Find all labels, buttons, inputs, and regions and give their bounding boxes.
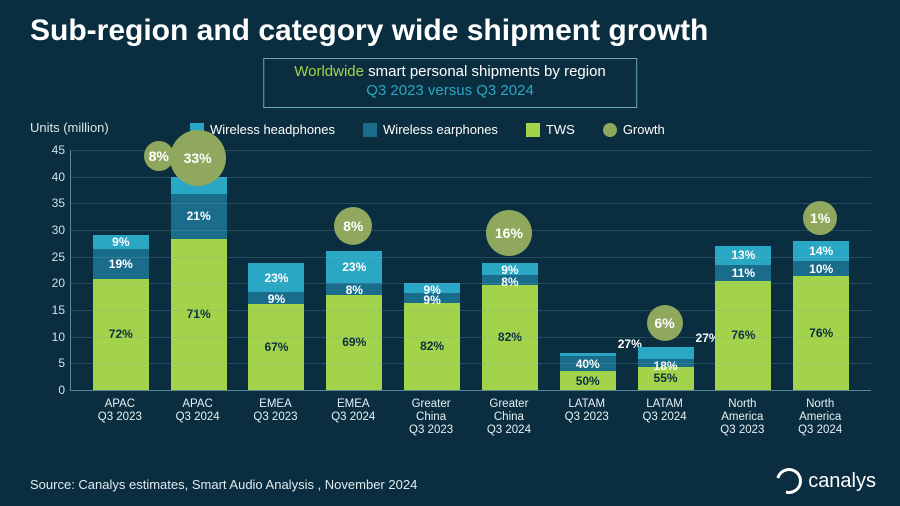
gridline [71,257,871,258]
bar-segment-hp: 9% [404,283,460,293]
legend-label: TWS [546,122,575,137]
bar-segment-ear: 11% [715,265,771,281]
x-tick-label: APACQ3 2024 [158,398,238,424]
y-tick-label: 40 [25,170,65,184]
x-tick-label: GreaterChinaQ3 2023 [391,398,471,438]
x-tick-label: LATAMQ3 2024 [625,398,705,424]
plot-area: 72%19%9%71%21%67%9%23%69%8%23%82%9%9%82%… [70,150,871,391]
legend-label: Wireless earphones [383,122,498,137]
bar-segment-hp: 9% [93,235,149,249]
legend-swatch [526,123,540,137]
bar-segment-hp: 23% [248,263,304,292]
canalys-logo: canalys [776,468,876,494]
logo-mark-icon [771,463,807,499]
x-tick-label: EMEAQ3 2024 [313,398,393,424]
segment-label: 9% [248,292,304,306]
y-tick-label: 20 [25,276,65,290]
subtitle-box: Worldwide smart personal shipments by re… [263,58,637,108]
y-tick-label: 25 [25,250,65,264]
x-tick-label: GreaterChinaQ3 2024 [469,398,549,438]
bar-segment-tws: 67% [248,304,304,390]
bar-segment-ear: 19% [93,249,149,278]
legend-label: Growth [623,122,665,137]
y-tick-label: 15 [25,303,65,317]
legend: Wireless headphones Wireless earphones TWS… [190,122,665,137]
segment-label: 21% [171,209,227,223]
y-axis-label: Units (million) [30,120,109,135]
segment-label: 76% [715,328,771,342]
bar-segment-hp: 13% [715,246,771,265]
segment-label: 72% [93,327,149,341]
segment-label: 9% [482,263,538,277]
segment-label: 13% [715,248,771,262]
segment-label: 18% [638,359,694,373]
bar-segment-ear: 10% [793,261,849,276]
bar-segment-tws: 71% [171,239,227,390]
gridline [71,230,871,231]
y-tick-label: 35 [25,196,65,210]
segment-label: 55% [638,371,694,385]
y-tick-label: 30 [25,223,65,237]
gridline [71,203,871,204]
growth-bubble: 16% [486,210,532,256]
growth-bubble: 33% [170,130,226,186]
gridline [71,337,871,338]
bar-segment-hp: 27% [560,353,616,357]
segment-label: 82% [404,339,460,353]
growth-bubble: 6% [647,305,683,341]
legend-label: Wireless headphones [210,122,335,137]
segment-label: 10% [793,262,849,276]
legend-item: Wireless earphones [363,122,498,137]
bar-segment-tws: 72% [93,279,149,390]
gridline [71,283,871,284]
bar-segment-ear: 9% [248,292,304,304]
segment-label: 50% [560,374,616,388]
legend-item: TWS [526,122,575,137]
legend-item: Growth [603,122,665,137]
segment-label: 23% [326,260,382,274]
logo-text: canalys [808,470,876,493]
gridline [71,310,871,311]
bar-segment-tws: 69% [326,295,382,390]
bar-segment-tws: 50% [560,371,616,390]
segment-label: 8% [326,283,382,297]
segment-label: 11% [715,266,771,280]
bars-layer: 72%19%9%71%21%67%9%23%69%8%23%82%9%9%82%… [71,150,871,390]
bar-segment-hp: 14% [793,241,849,262]
y-tick-label: 0 [25,383,65,397]
segment-label: 19% [93,257,149,271]
legend-swatch [363,123,377,137]
x-tick-label: NorthAmericaQ3 2023 [702,398,782,438]
segment-label: 67% [248,340,304,354]
subtitle-rest: smart personal shipments by region [364,63,606,80]
x-tick-label: LATAMQ3 2023 [547,398,627,424]
subtitle-line2: Q3 2023 versus Q3 2024 [294,82,606,101]
segment-label: 76% [793,326,849,340]
chart: 72%19%9%71%21%67%9%23%69%8%23%82%9%9%82%… [70,150,870,410]
bar-segment-tws: 76% [715,281,771,390]
segment-label: 9% [93,235,149,249]
bar-segment-tws: 76% [793,276,849,390]
bar-segment-ear: 8% [326,283,382,294]
bar-segment-hp: 27% [638,347,694,359]
subtitle-highlight: Worldwide [294,63,364,80]
y-tick-label: 5 [25,356,65,370]
growth-bubble: 1% [803,201,837,235]
source-text: Source: Canalys estimates, Smart Audio A… [30,477,417,492]
y-tick-label: 45 [25,143,65,157]
gridline [71,363,871,364]
bar-segment-tws: 82% [404,303,460,390]
x-tick-label: NorthAmericaQ3 2024 [780,398,860,438]
bar-segment-ear: 21% [171,194,227,239]
x-tick-label: APACQ3 2023 [80,398,160,424]
bar-segment-hp: 9% [482,263,538,275]
legend-swatch [603,123,617,137]
x-tick-label: EMEAQ3 2023 [235,398,315,424]
page-title: Sub-region and category wide shipment gr… [30,14,708,48]
y-tick-label: 10 [25,330,65,344]
segment-label: 9% [404,283,460,297]
